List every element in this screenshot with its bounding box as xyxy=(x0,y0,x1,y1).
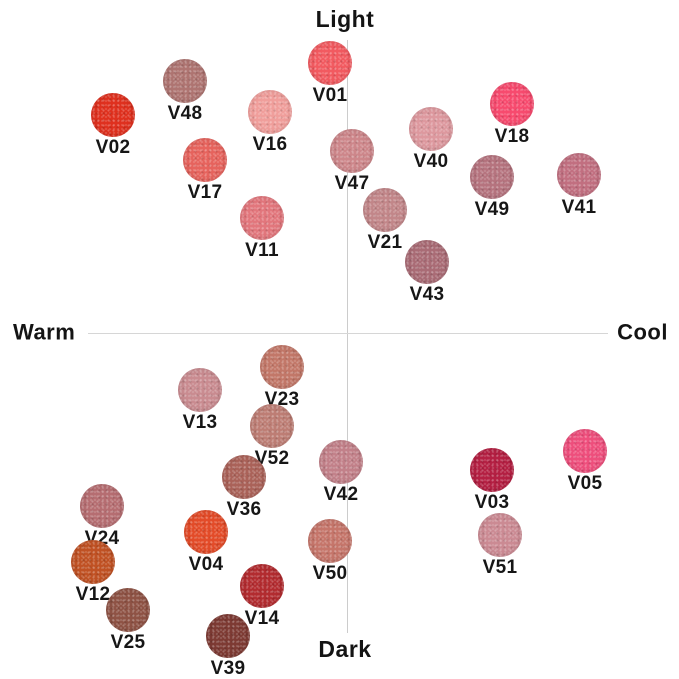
color-dot-v13 xyxy=(178,368,222,412)
swatch-v24: V24 xyxy=(80,484,124,548)
color-dot-v05 xyxy=(563,429,607,473)
swatch-label: V03 xyxy=(474,492,510,513)
color-dot-v12 xyxy=(71,540,115,584)
swatch-label: V12 xyxy=(75,584,111,605)
swatch-v13: V13 xyxy=(178,368,222,432)
swatch-label: V25 xyxy=(110,632,146,653)
swatch-v51: V51 xyxy=(478,513,522,577)
swatch-label: V43 xyxy=(409,284,445,305)
swatch-label: V01 xyxy=(312,85,348,106)
axis-label-cool: Cool xyxy=(617,319,668,345)
swatch-v16: V16 xyxy=(248,90,292,154)
swatch-label: V36 xyxy=(226,499,262,520)
swatch-v03: V03 xyxy=(470,448,514,512)
swatch-label: V04 xyxy=(188,554,224,575)
swatch-v47: V47 xyxy=(330,129,374,193)
color-dot-v47 xyxy=(330,129,374,173)
swatch-v23: V23 xyxy=(260,345,304,409)
swatch-v21: V21 xyxy=(363,188,407,252)
swatch-label: V41 xyxy=(561,197,597,218)
swatch-label: V17 xyxy=(187,182,223,203)
swatch-v04: V04 xyxy=(184,510,228,574)
color-dot-v48 xyxy=(163,59,207,103)
swatch-v52: V52 xyxy=(250,404,294,468)
color-dot-v40 xyxy=(409,107,453,151)
swatch-v17: V17 xyxy=(183,138,227,202)
swatch-v02: V02 xyxy=(91,93,135,157)
color-dot-v52 xyxy=(250,404,294,448)
color-dot-v42 xyxy=(319,440,363,484)
swatch-label: V40 xyxy=(413,151,449,172)
color-dot-v24 xyxy=(80,484,124,528)
swatch-label: V39 xyxy=(210,658,246,679)
color-dot-v25 xyxy=(106,588,150,632)
swatch-label: V13 xyxy=(182,412,218,433)
swatch-label: V11 xyxy=(245,240,279,261)
swatch-v14: V14 xyxy=(240,564,284,628)
swatch-label: V52 xyxy=(254,448,290,469)
color-dot-v41 xyxy=(557,153,601,197)
axis-label-light: Light xyxy=(315,6,375,32)
color-dot-v14 xyxy=(240,564,284,608)
color-dot-v16 xyxy=(248,90,292,134)
swatch-label: V21 xyxy=(367,232,403,253)
swatch-label: V42 xyxy=(323,484,359,505)
swatch-v48: V48 xyxy=(163,59,207,123)
color-dot-v23 xyxy=(260,345,304,389)
swatch-v05: V05 xyxy=(563,429,607,493)
swatch-v49: V49 xyxy=(470,155,514,219)
color-dot-v04 xyxy=(184,510,228,554)
color-dot-v02 xyxy=(91,93,135,137)
swatch-v12: V12 xyxy=(71,540,115,604)
swatch-label: V14 xyxy=(244,608,280,629)
swatch-v18: V18 xyxy=(490,82,534,146)
axis-label-dark: Dark xyxy=(318,636,372,662)
color-dot-v01 xyxy=(308,41,352,85)
swatch-v36: V36 xyxy=(222,455,266,519)
swatch-label: V48 xyxy=(167,103,203,124)
horizontal-axis-line xyxy=(88,333,608,334)
color-dot-v21 xyxy=(363,188,407,232)
swatch-label: V50 xyxy=(312,563,348,584)
swatch-v40: V40 xyxy=(409,107,453,171)
color-dot-v17 xyxy=(183,138,227,182)
swatch-label: V02 xyxy=(95,137,131,158)
color-dot-v39 xyxy=(206,614,250,658)
axis-label-warm: Warm xyxy=(13,319,76,345)
swatch-label: V16 xyxy=(252,134,288,155)
swatch-v50: V50 xyxy=(308,519,352,583)
color-dot-v49 xyxy=(470,155,514,199)
swatch-label: V51 xyxy=(482,557,518,578)
color-dot-v43 xyxy=(405,240,449,284)
color-dot-v36 xyxy=(222,455,266,499)
color-dot-v51 xyxy=(478,513,522,557)
color-dot-v18 xyxy=(490,82,534,126)
swatch-v41: V41 xyxy=(557,153,601,217)
swatch-label: V47 xyxy=(334,173,370,194)
swatch-v39: V39 xyxy=(206,614,250,678)
swatch-label: V18 xyxy=(494,126,530,147)
swatch-v11: V11 xyxy=(240,196,284,260)
swatch-v42: V42 xyxy=(319,440,363,504)
swatch-label: V49 xyxy=(474,199,510,220)
vertical-axis-line xyxy=(347,40,348,633)
swatch-label: V05 xyxy=(567,473,603,494)
swatch-v43: V43 xyxy=(405,240,449,304)
swatch-v01: V01 xyxy=(308,41,352,105)
color-dot-v11 xyxy=(240,196,284,240)
color-dot-v03 xyxy=(470,448,514,492)
color-dot-v50 xyxy=(308,519,352,563)
swatch-v25: V25 xyxy=(106,588,150,652)
